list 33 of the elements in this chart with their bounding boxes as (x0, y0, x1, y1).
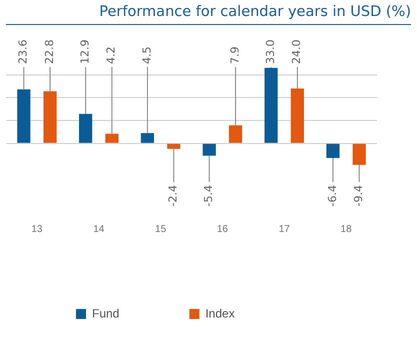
data-label: -9.4 (352, 185, 366, 206)
x-tick-label: 15 (155, 224, 167, 235)
bar (352, 144, 366, 165)
bar (326, 144, 340, 158)
data-label: -2.4 (166, 185, 180, 206)
bar (264, 68, 278, 143)
data-label: 7.9 (228, 46, 242, 64)
data-label: 33.0 (264, 40, 277, 64)
data-label: 4.2 (104, 46, 118, 64)
bar (105, 134, 118, 143)
bar (167, 144, 180, 149)
data-label: -6.4 (326, 185, 339, 206)
x-tick-label: 18 (340, 224, 352, 235)
bar (43, 91, 57, 143)
x-tick-label: 17 (278, 224, 290, 235)
x-tick-label: 14 (93, 224, 105, 235)
data-label: 22.8 (42, 40, 56, 64)
bar (228, 125, 242, 143)
x-tick-label: 16 (216, 224, 228, 235)
bar (202, 144, 216, 156)
bar (17, 89, 30, 143)
legend-label: Fund (92, 306, 120, 320)
bar (290, 88, 304, 143)
legend-label: Index (205, 306, 235, 320)
data-label: -5.4 (202, 185, 216, 206)
chart-title: Performance for calendar years in USD (%) (6, 0, 411, 25)
data-label: 23.6 (16, 40, 30, 64)
data-label: 24.0 (290, 40, 304, 64)
bar (140, 133, 154, 143)
x-tick-label: 13 (31, 224, 43, 235)
data-label: 12.9 (78, 40, 92, 64)
bar (79, 114, 92, 143)
data-label: 4.5 (140, 46, 154, 64)
